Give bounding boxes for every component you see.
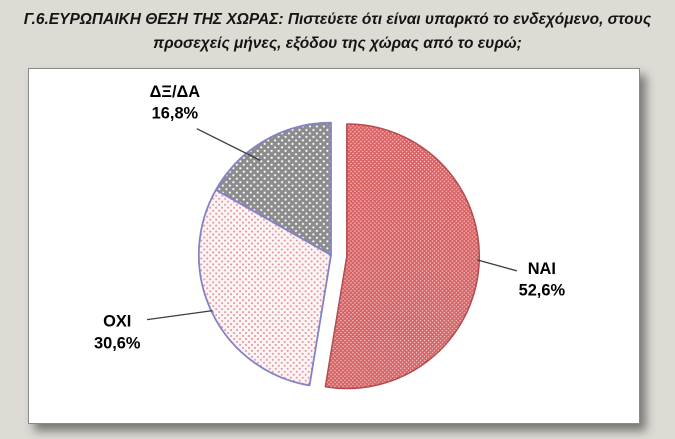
- slice-percent-label-ΟΧΙ: 30,6%: [94, 334, 141, 352]
- pie-slice-ΔΞ/ΔΑ: [215, 121, 332, 256]
- slice-name-label-ΝΑΙ: ΝΑΙ: [528, 260, 556, 278]
- pie-chart: ΝΑΙ 52,6% ΟΧΙ 30,6% ΔΞ/ΔΑ 16,8%: [94, 83, 566, 390]
- slice-percent-label-ΝΑΙ: 52,6%: [519, 282, 566, 300]
- pie-slice-ΝΑΙ: [324, 123, 481, 390]
- chart-title: Γ.6.ΕΥΡΩΠΑΙΚΗ ΘΕΣΗ ΤΗΣ ΧΩΡΑΣ: Πιστεύετε …: [23, 11, 652, 53]
- leader-line-ΔΞ/ΔΑ: [196, 128, 261, 162]
- slice-percent-label-ΔΞ/ΔΑ: 16,8%: [152, 105, 199, 123]
- slice-name-label-ΟΧΙ: ΟΧΙ: [103, 313, 131, 331]
- pie-slice-ΟΧΙ: [197, 188, 332, 387]
- chart-panel: ΝΑΙ 52,6% ΟΧΙ 30,6% ΔΞ/ΔΑ 16,8%: [28, 68, 640, 424]
- leader-line-ΝΑΙ: [477, 259, 518, 272]
- slice-name-label-ΔΞ/ΔΑ: ΔΞ/ΔΑ: [150, 83, 201, 101]
- leader-line-ΟΧΙ: [146, 309, 213, 321]
